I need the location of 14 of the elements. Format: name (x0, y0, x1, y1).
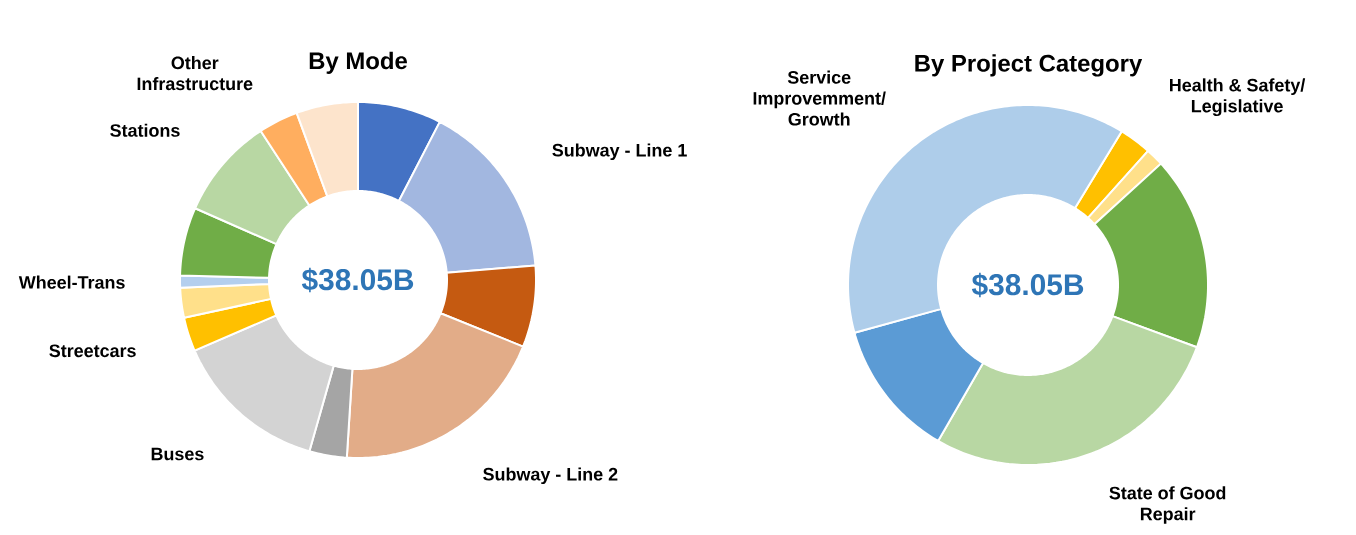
slice-label: Subway - Line 2 (483, 467, 618, 485)
text: $38.05B (301, 267, 414, 293)
slice-label: Buses (151, 447, 204, 461)
text: $38.05B (971, 272, 1084, 298)
slice-label: Wheel-Trans (18, 275, 125, 289)
slice-label: Stations (110, 123, 180, 137)
slice-label: Health & Safety/ Legislative (1170, 78, 1306, 117)
slice-label: Service Improvemment/ Growth (753, 70, 886, 126)
slice-label: Subway - Line 1 (552, 143, 687, 161)
slice-label: State of Good Repair (1109, 486, 1226, 524)
slice-label: Other Infrastructure (137, 56, 253, 91)
chart-title: By Mode (309, 51, 407, 74)
slice-label: Streetcars (49, 344, 136, 358)
chart-title: By Project Category (915, 54, 1143, 77)
